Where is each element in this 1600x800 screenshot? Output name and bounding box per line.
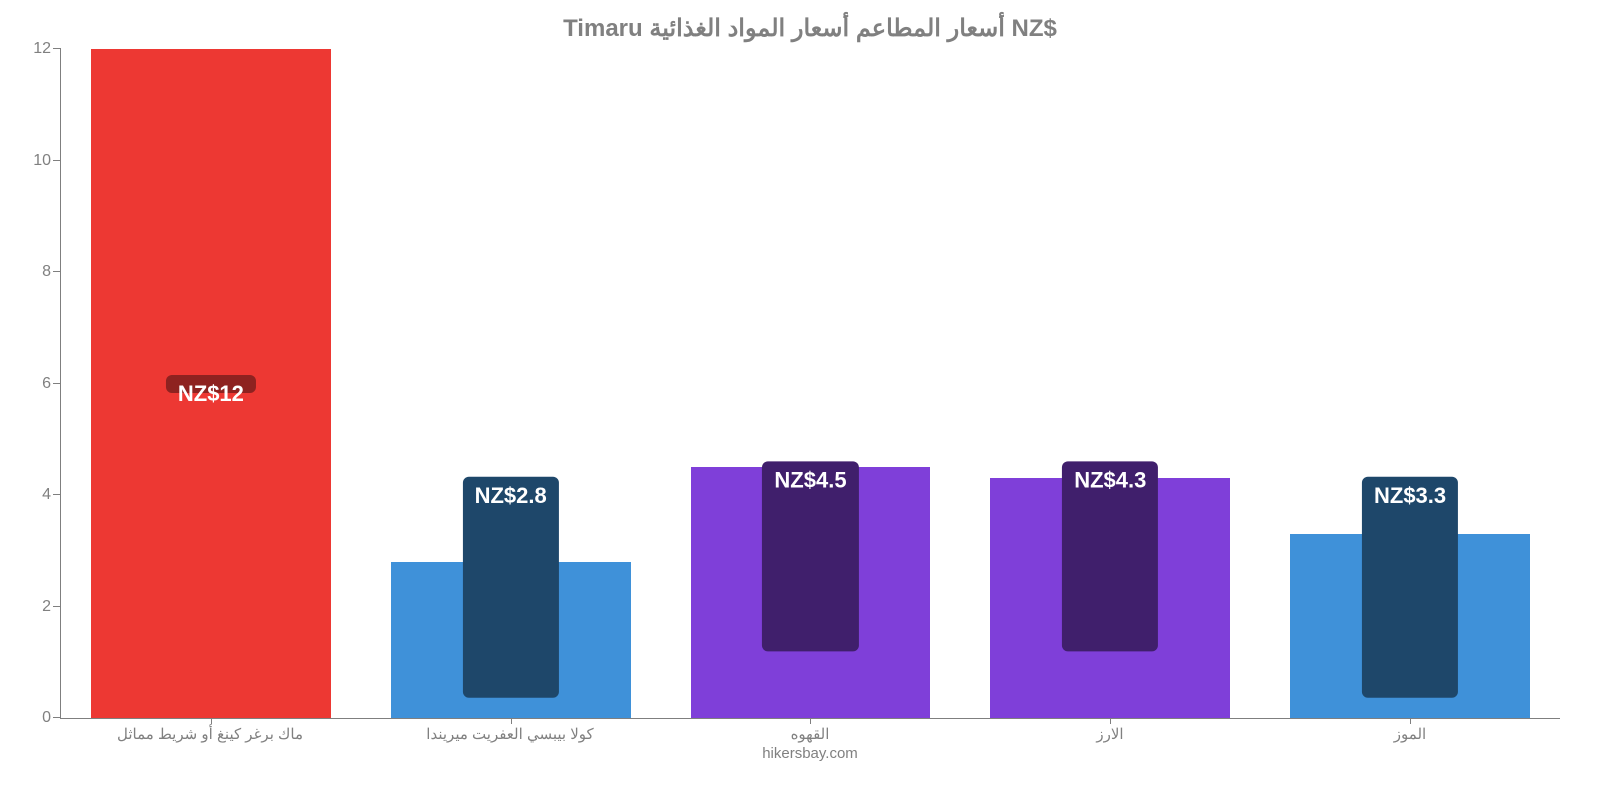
y-tick-label: 10: [33, 152, 61, 170]
y-tick-label: 2: [42, 598, 61, 616]
x-tick: [810, 718, 811, 724]
value-badge: NZ$4.3: [1062, 461, 1158, 652]
bar-slot: NZ$4.5: [661, 49, 961, 718]
value-badge: NZ$12: [166, 375, 256, 393]
y-tick-label: 4: [42, 486, 61, 504]
x-axis-label: القهوه: [660, 725, 960, 743]
y-tick-label: 12: [33, 40, 61, 58]
x-tick: [211, 718, 212, 724]
value-badge: NZ$4.5: [762, 461, 858, 652]
x-axis-label: ماك برغر كينغ أو شريط مماثل: [60, 725, 360, 743]
x-axis-label: الارز: [960, 725, 1260, 743]
chart-footer: hikersbay.com: [60, 745, 1560, 762]
plot-area: NZ$12NZ$2.8NZ$4.5NZ$4.3NZ$3.3 024681012: [60, 49, 1560, 719]
x-tick: [1410, 718, 1411, 724]
bar-slot: NZ$4.3: [960, 49, 1260, 718]
y-tick-label: 8: [42, 263, 61, 281]
x-tick: [511, 718, 512, 724]
value-badge: NZ$3.3: [1362, 476, 1458, 698]
bar-slot: NZ$2.8: [361, 49, 661, 718]
x-tick: [1110, 718, 1111, 724]
x-axis-label: كولا بيبسي العفريت ميريندا: [360, 725, 660, 743]
price-chart: Timaru أسعار المطاعم أسعار المواد الغذائ…: [0, 0, 1600, 800]
bar-slot: NZ$3.3: [1260, 49, 1560, 718]
x-axis-labels: ماك برغر كينغ أو شريط مماثلكولا بيبسي ال…: [60, 725, 1560, 743]
bars-container: NZ$12 NZ$2.8 NZ$4.5 NZ$4.3 NZ$3.3: [61, 49, 1560, 718]
y-tick-label: 6: [42, 375, 61, 393]
value-badge: NZ$2.8: [463, 476, 559, 698]
bar-slot: NZ$12: [61, 49, 361, 718]
x-axis-label: الموز: [1260, 725, 1560, 743]
chart-title: Timaru أسعار المطاعم أسعار المواد الغذائ…: [60, 14, 1560, 43]
y-tick-label: 0: [42, 709, 61, 727]
